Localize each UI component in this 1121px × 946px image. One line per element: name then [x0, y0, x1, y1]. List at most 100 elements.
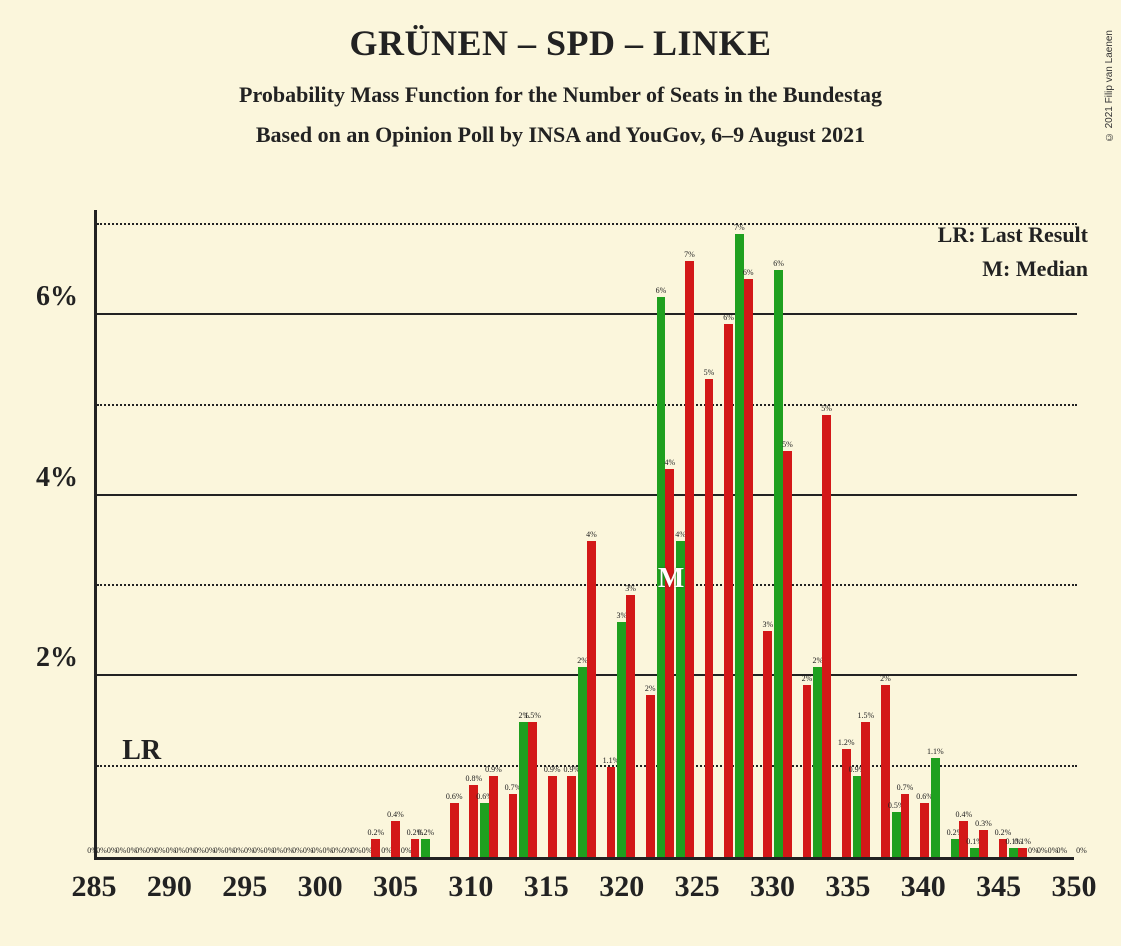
- bar-value-label: 0%: [1037, 846, 1048, 855]
- bar-value-label: 0%: [1056, 846, 1067, 855]
- bar-value-label: 0%: [312, 846, 323, 855]
- bar-value-label: 4%: [586, 530, 597, 539]
- bar-green: [519, 722, 528, 857]
- bar-red: [607, 767, 616, 857]
- x-axis-label: 335: [825, 870, 870, 904]
- bar-value-label: 3%: [762, 620, 773, 629]
- bar-value-label: 1.1%: [927, 747, 944, 756]
- x-axis-label: 295: [222, 870, 267, 904]
- bar-green: [970, 848, 979, 857]
- bar-red: [626, 595, 635, 857]
- y-axis-label: 6%: [36, 281, 78, 313]
- bar-green: [853, 776, 862, 857]
- median-marker: M: [658, 563, 684, 595]
- bar-value-label: 5%: [704, 368, 715, 377]
- bar-value-label: 0%: [194, 846, 205, 855]
- bar-value-label: 2%: [802, 674, 813, 683]
- bar-value-label: 1.5%: [524, 711, 541, 720]
- bar-value-label: 0%: [272, 846, 283, 855]
- x-axis-label: 330: [750, 870, 795, 904]
- bar-value-label: 6%: [723, 313, 734, 322]
- bar-value-label: 0.8%: [465, 774, 482, 783]
- bar-red: [705, 379, 714, 857]
- bar-value-label: 0%: [174, 846, 185, 855]
- bar-value-label: 0.7%: [897, 783, 914, 792]
- bar-red: [803, 685, 812, 857]
- bar-red: [548, 776, 557, 857]
- x-axis-label: 315: [524, 870, 569, 904]
- bar-red: [371, 839, 380, 857]
- x-axis-label: 300: [298, 870, 343, 904]
- bar-value-label: 0.3%: [975, 819, 992, 828]
- bar-value-label: 0.9%: [485, 765, 502, 774]
- bar-value-label: 0%: [135, 846, 146, 855]
- bar-red: [763, 631, 772, 857]
- x-axis-label: 310: [448, 870, 493, 904]
- bar-value-label: 0%: [253, 846, 264, 855]
- x-axis-label: 305: [373, 870, 418, 904]
- bar-value-label: 5%: [821, 404, 832, 413]
- bar-value-label: 0.4%: [387, 810, 404, 819]
- bar-green: [892, 812, 901, 857]
- bar-value-label: 0%: [214, 846, 225, 855]
- bar-value-label: 6%: [773, 259, 784, 268]
- bar-red: [587, 541, 596, 857]
- bar-value-label: 7%: [684, 250, 695, 259]
- x-axis-label: 320: [599, 870, 644, 904]
- bar-green: [813, 667, 822, 857]
- bar-value-label: 0.2%: [367, 828, 384, 837]
- bar-red: [391, 821, 400, 857]
- bar-value-label: 0.6%: [446, 792, 463, 801]
- x-axis-label: 325: [675, 870, 720, 904]
- bar-value-label: 3%: [625, 584, 636, 593]
- bar-red: [744, 279, 753, 857]
- bar-value-label: 0%: [1076, 846, 1087, 855]
- bar-value-label: 0%: [331, 846, 342, 855]
- bar-green: [931, 758, 940, 857]
- bar-red: [450, 803, 459, 857]
- bar-red: [509, 794, 518, 857]
- bar-value-label: 0%: [351, 846, 362, 855]
- bar-green: [480, 803, 489, 857]
- bar-red: [489, 776, 498, 857]
- lr-marker: LR: [122, 735, 161, 767]
- gridline-major: [97, 494, 1077, 496]
- bar-value-label: 6%: [656, 286, 667, 295]
- bar-green: [735, 234, 744, 857]
- y-axis-label: 4%: [36, 462, 78, 494]
- bar-green: [421, 839, 430, 857]
- chart-subtitle-1: Probability Mass Function for the Number…: [0, 82, 1121, 108]
- bar-green: [951, 839, 960, 857]
- bar-green: [617, 622, 626, 857]
- x-axis-label: 285: [72, 870, 117, 904]
- x-axis-label: 345: [976, 870, 1021, 904]
- bar-red: [881, 685, 890, 857]
- bar-green: [774, 270, 783, 857]
- y-axis-label: 2%: [36, 642, 78, 674]
- chart-area: 2%4%6%0%0%0%0%0%0%0%0%0%0%0%0%0%0%0%0%0%…: [94, 210, 1094, 860]
- bar-red: [411, 839, 420, 857]
- bar-red: [528, 722, 537, 857]
- bar-value-label: 1.2%: [838, 738, 855, 747]
- bar-value-label: 6%: [743, 268, 754, 277]
- bar-value-label: 5%: [782, 440, 793, 449]
- bar-value-label: 0%: [155, 846, 166, 855]
- bar-value-label: 1.5%: [857, 711, 874, 720]
- bar-value-label: 0%: [233, 846, 244, 855]
- gridline-major: [97, 313, 1077, 315]
- bar-red: [665, 469, 674, 857]
- legend-last-result: LR: Last Result: [938, 222, 1088, 248]
- bar-red: [920, 803, 929, 857]
- bar-red: [685, 261, 694, 857]
- bar-green: [1009, 848, 1018, 857]
- bar-red: [861, 722, 870, 857]
- bar-red: [646, 695, 655, 858]
- bar-value-label: 0.9%: [544, 765, 561, 774]
- x-axis-label: 350: [1052, 870, 1097, 904]
- bar-red: [567, 776, 576, 857]
- chart-title: GRÜNEN – SPD – LINKE: [0, 22, 1121, 64]
- bar-value-label: 0%: [292, 846, 303, 855]
- bar-value-label: 2%: [645, 684, 656, 693]
- bar-value-label: 0%: [96, 846, 107, 855]
- chart-subtitle-2: Based on an Opinion Poll by INSA and You…: [0, 122, 1121, 148]
